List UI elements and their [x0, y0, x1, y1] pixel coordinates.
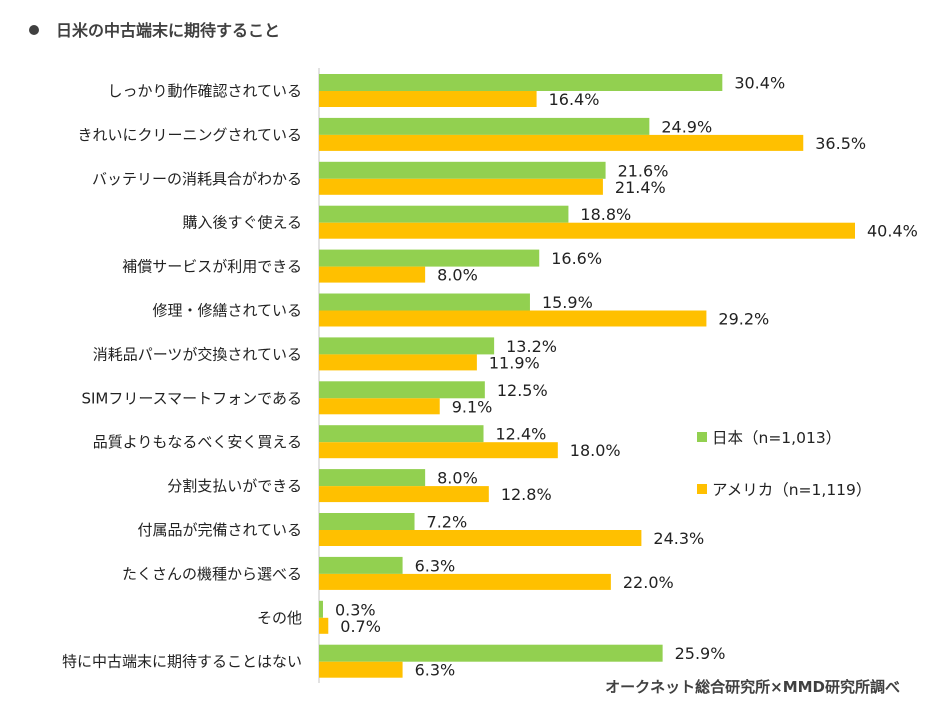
value-label-japan: 18.8% [580, 205, 631, 224]
value-label-japan: 24.9% [661, 117, 712, 136]
value-label-japan: 12.4% [496, 425, 547, 444]
value-label-usa: 11.9% [489, 353, 540, 372]
value-label-usa: 21.4% [615, 178, 666, 197]
legend-label-japan: 日本（n=1,013） [712, 429, 841, 447]
bar-usa [319, 266, 426, 283]
value-label-usa: 9.1% [452, 397, 493, 416]
category-label: 分割支払いができる [167, 477, 302, 495]
value-label-usa: 6.3% [415, 661, 456, 680]
bar-usa [319, 661, 403, 678]
bar-usa [319, 354, 477, 371]
value-label-usa: 16.4% [549, 90, 600, 109]
value-label-japan: 6.3% [415, 556, 456, 575]
legend-swatch-usa [697, 484, 707, 494]
category-label: 品質よりもなるべく安く買える [93, 433, 302, 451]
category-label: 購入後すぐ使える [182, 214, 302, 232]
bar-japan [319, 513, 415, 530]
bar-usa [319, 398, 440, 415]
bar-usa [319, 91, 537, 107]
chart-title: 日米の中古端末に期待すること [56, 21, 280, 40]
value-label-japan: 15.9% [542, 293, 593, 312]
category-label: しっかり動作確認されている [107, 82, 302, 100]
bar-usa [319, 178, 603, 195]
value-label-japan: 8.0% [437, 469, 478, 488]
value-label-usa: 0.7% [340, 617, 381, 636]
value-label-japan: 13.2% [506, 337, 557, 356]
category-label: その他 [257, 609, 302, 627]
value-label-usa: 22.0% [623, 573, 674, 592]
category-label: 特に中古端末に期待することはない [62, 653, 302, 671]
bar-japan [319, 117, 650, 135]
value-label-japan: 0.3% [335, 600, 376, 619]
bar-japan [319, 556, 403, 574]
title-bullet-icon [29, 25, 39, 35]
value-label-usa: 29.2% [718, 310, 769, 329]
bar-japan [319, 381, 485, 399]
bar-japan [319, 293, 530, 311]
bar-japan [319, 425, 484, 443]
value-label-usa: 8.0% [437, 266, 478, 285]
value-label-usa: 36.5% [815, 134, 866, 153]
bar-japan [319, 337, 495, 355]
value-label-usa: 40.4% [867, 222, 918, 241]
category-label: 付属品が完備されている [137, 521, 302, 539]
value-label-japan: 21.6% [618, 161, 669, 180]
value-label-usa: 12.8% [501, 485, 552, 504]
bar-japan [319, 205, 569, 223]
bar-japan [319, 74, 723, 91]
bar-usa [319, 573, 611, 590]
legend-label-usa: アメリカ（n=1,119） [712, 481, 871, 499]
value-label-japan: 16.6% [551, 249, 602, 268]
bar-japan [319, 161, 606, 179]
bar-usa [319, 310, 707, 327]
category-label: 修理・修繕されている [152, 302, 302, 320]
bar-japan [319, 600, 323, 618]
value-label-japan: 12.5% [497, 381, 548, 400]
value-label-japan: 30.4% [734, 74, 785, 93]
bar-usa [319, 530, 642, 546]
category-label: 消耗品パーツが交換されている [93, 345, 302, 363]
value-label-japan: 25.9% [675, 644, 726, 663]
category-label: バッテリーの消耗具合がわかる [92, 170, 302, 188]
category-label: きれいにクリーニングされている [77, 126, 302, 144]
category-label: たくさんの機種から選べる [122, 565, 302, 583]
source-note: オークネット総合研究所×MMD研究所調べ [605, 678, 900, 696]
value-label-usa: 24.3% [653, 529, 704, 548]
category-label: SIMフリースマートフォンである [81, 389, 302, 407]
value-label-usa: 18.0% [570, 441, 621, 460]
category-label: 補償サービスが利用できる [122, 258, 302, 276]
bar-usa [319, 617, 329, 634]
bar-japan [319, 644, 663, 662]
bar-usa [319, 222, 855, 239]
value-label-japan: 7.2% [427, 513, 468, 532]
bar-usa [319, 134, 804, 151]
legend: 日本（n=1,013） アメリカ（n=1,119） [697, 429, 871, 499]
bar-usa [319, 486, 489, 503]
bar-japan [319, 469, 426, 487]
bar-usa [319, 442, 558, 459]
legend-swatch-japan [697, 432, 707, 442]
bar-japan [319, 249, 540, 267]
